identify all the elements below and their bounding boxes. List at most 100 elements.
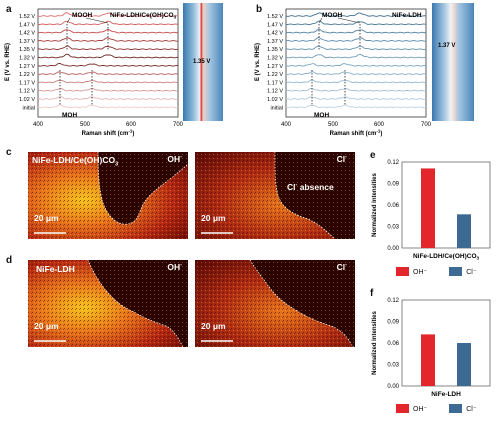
cl-absence-label: Cl- absence — [287, 182, 334, 192]
scale-bar-label-c-left: 20 μm — [34, 213, 59, 223]
panel-letter-d: d — [6, 255, 13, 266]
panel-letter-a: a — [6, 4, 12, 15]
legend-swatch-oh-e — [396, 267, 409, 276]
moh-label-a: MOH — [62, 112, 77, 119]
sample-label-c: NiFe-LDH/Ce(OH)CO3 — [32, 155, 119, 168]
spectrum-line — [37, 62, 179, 67]
legend-swatch-cl-f — [449, 404, 463, 413]
spectrum-line — [285, 79, 427, 84]
bar-oh — [421, 168, 435, 248]
spectrum-line — [37, 79, 179, 84]
spectrum-line — [38, 71, 179, 75]
sample-label-b: NiFe-LDH — [392, 12, 422, 19]
potential-label: 1.02 V — [19, 97, 35, 103]
oh-map-d: NiFe-LDH OH- 20 μm — [28, 260, 188, 347]
bar-oh — [421, 334, 435, 386]
bar-chart-f: 0.00 0.03 0.06 0.09 0.12 Normalized intensit… — [372, 298, 491, 398]
legend-item-oh-f: OH⁻ — [396, 404, 427, 413]
xlabel-b: Raman shift (cm-1) — [330, 129, 383, 138]
legend-item-oh-e: OH⁻ — [396, 267, 427, 276]
legend-item-cl-f: Cl⁻ — [449, 404, 477, 413]
potential-label: 1.32 V — [267, 56, 283, 62]
potential-label: initial — [22, 105, 35, 111]
scale-bar-label-d-right: 20 μm — [201, 321, 226, 331]
spectrum-line — [37, 37, 179, 42]
spectrum-line — [285, 20, 427, 26]
ytick-label: 0.06 — [387, 341, 399, 347]
spectrum-line — [285, 37, 427, 42]
ytick-label: 0.00 — [387, 384, 399, 390]
ytick-label: 0.06 — [387, 203, 399, 209]
panel-letter-f: f — [370, 288, 374, 299]
legend-swatch-cl-e — [449, 267, 463, 276]
potential-label: 1.22 V — [267, 72, 283, 78]
svg-text:500: 500 — [328, 122, 339, 128]
ion-label-oh-c: OH- — [167, 154, 182, 164]
spectrum-line — [285, 104, 427, 109]
potential-label: 1.12 V — [19, 89, 35, 95]
bar-cl — [457, 214, 471, 248]
bar-cl — [457, 343, 471, 386]
potential-label: 1.22 V — [19, 72, 35, 78]
bar-chart-e: 0.00 0.03 0.06 0.09 0.12 Normalized intensit… — [372, 160, 491, 261]
sample-label-a: NiFe-LDH/Ce(OH)CO3 — [110, 12, 177, 20]
svg-text:500: 500 — [80, 122, 91, 128]
panel-letter-c: c — [6, 147, 12, 158]
potential-label: 1.47 V — [19, 22, 35, 28]
ytick-label: 0.12 — [387, 160, 399, 166]
oh-map-c: NiFe-LDH/Ce(OH)CO3 OH- 20 μm — [28, 152, 188, 239]
xticks-b: 400 500 600 700 — [281, 122, 432, 128]
panel-letter-b: b — [256, 4, 263, 15]
heatmap-label-a: 1.35 V — [193, 59, 210, 65]
potential-label: 1.47 V — [267, 22, 283, 28]
spectrum-line — [285, 28, 427, 34]
potential-label: 1.02 V — [267, 97, 283, 103]
svg-text:400: 400 — [281, 122, 292, 128]
potential-label: 1.27 V — [267, 64, 283, 70]
potential-label: 1.52 V — [267, 14, 283, 20]
ytick-label: 0.03 — [387, 225, 399, 231]
svg-text:600: 600 — [126, 122, 137, 128]
mooh-label-b: MOOH — [322, 12, 343, 19]
scale-bar-label-c-right: 20 μm — [201, 213, 226, 223]
cl-map-d: Cl- 20 μm — [195, 260, 355, 347]
spectrum-line — [285, 87, 427, 92]
spectrum-line — [37, 53, 179, 59]
heatmap-a — [183, 3, 223, 121]
ytick-label: 0.09 — [387, 320, 399, 326]
spectrum-line — [37, 12, 179, 17]
spectrum-line — [286, 71, 427, 75]
potential-label: 1.37 V — [19, 39, 35, 45]
potential-label: 1.32 V — [19, 56, 35, 62]
ylabel-e: Normalized intensities — [372, 172, 378, 236]
yticks-e: 0.00 0.03 0.06 0.09 0.12 — [387, 160, 399, 252]
raman-panel-b: MOOH MOH NiFe-LDH 1.52 V 1.47 V 1.42 V 1.37… — [255, 3, 474, 138]
ylabel-a: E (V vs. RHE) — [5, 43, 11, 81]
spectrum-line — [37, 28, 179, 34]
spectrum-line — [37, 96, 179, 100]
ion-label-oh-d: OH- — [167, 262, 182, 272]
raman-spectra-a — [37, 12, 179, 109]
legend-swatch-oh-f — [396, 404, 409, 413]
scale-bar-label-d-left: 20 μm — [34, 321, 59, 331]
potential-label: 1.42 V — [19, 31, 35, 37]
spectrum-line — [285, 53, 427, 59]
svg-text:400: 400 — [33, 122, 44, 128]
potential-label: 1.52 V — [19, 14, 35, 20]
spectrum-line — [285, 12, 427, 17]
potential-label: 1.37 V — [267, 39, 283, 45]
legend-f: OH⁻ Cl⁻ — [396, 404, 477, 413]
ylabel-b: E (V vs. RHE) — [255, 43, 261, 81]
ytick-label: 0.03 — [387, 363, 399, 369]
raman-spectra-b — [285, 12, 427, 109]
potential-label: initial — [270, 105, 283, 111]
potential-labels-b: 1.52 V 1.47 V 1.42 V 1.37 V 1.35 V 1.32 V 1.27… — [267, 14, 283, 111]
ytick-label: 0.12 — [387, 298, 399, 304]
potential-label: 1.17 V — [19, 80, 35, 86]
ion-label-cl-c: Cl- — [336, 154, 347, 164]
panel-letter-e: e — [370, 150, 376, 161]
potential-label: 1.42 V — [267, 31, 283, 37]
moh-label-b: MOH — [314, 112, 329, 119]
potential-label: 1.35 V — [267, 47, 283, 53]
potential-label: 1.35 V — [19, 47, 35, 53]
